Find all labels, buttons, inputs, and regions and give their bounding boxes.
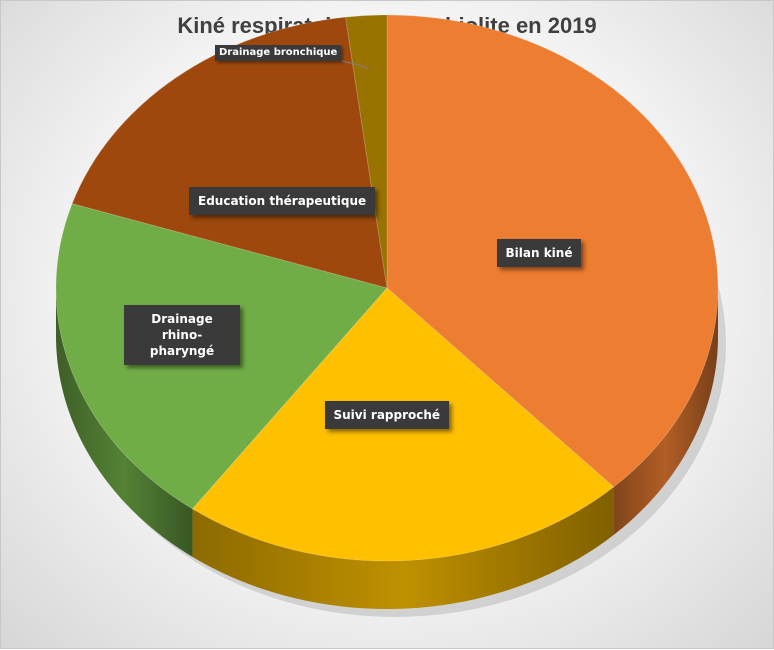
pie-side-2 [56,288,193,557]
pie-slice-3 [71,16,388,289]
data-label-3: Education thérapeutique [189,187,376,215]
pie-side-1 [192,487,614,609]
data-label-1: Suivi rapproché [324,401,450,429]
data-label-0: Bilan kiné [496,239,582,267]
data-label-2: Drainage rhino-pharyngé [124,305,240,365]
pie-side-0 [613,288,718,536]
pie-slice-4 [344,14,388,289]
leader-line [333,58,370,70]
data-label-4: Drainage bronchique [215,45,342,61]
